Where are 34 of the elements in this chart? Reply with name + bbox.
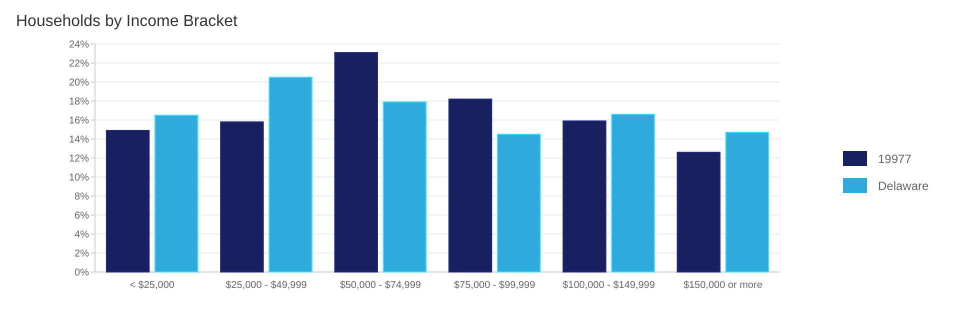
x-tick-label: $25,000 - $49,999: [226, 280, 308, 291]
bar: [497, 134, 541, 272]
y-tick-label: 8%: [74, 192, 90, 202]
bar: [562, 120, 606, 272]
y-tick-label: 10%: [68, 172, 90, 184]
x-tick-label: < $25,000: [130, 280, 175, 291]
y-tick-label: 20%: [68, 78, 90, 88]
bar: [106, 130, 150, 272]
x-tick-label: $100,000 - $149,999: [562, 280, 656, 291]
bar: [220, 121, 264, 272]
bar: [334, 52, 378, 272]
x-tick-label: $50,000 - $74,999: [340, 280, 422, 291]
bar: [676, 152, 720, 272]
y-tick-label: 18%: [68, 96, 90, 108]
legend-label: 19977: [878, 152, 912, 166]
x-tick-label: $75,000 - $99,999: [454, 280, 536, 291]
legend-label: Delaware: [878, 179, 930, 194]
y-tick-label: 12%: [68, 154, 90, 164]
y-tick-label: 0%: [74, 268, 90, 278]
bar: [448, 98, 492, 272]
y-tick-label: 16%: [68, 116, 90, 126]
y-tick-label: 2%: [74, 248, 90, 260]
chart-title: Households by Income Bracket: [16, 13, 238, 30]
bar: [382, 101, 427, 272]
y-tick-label: 22%: [68, 58, 90, 70]
y-tick-label: 24%: [68, 40, 90, 50]
y-tick-label: 14%: [68, 134, 90, 146]
y-tick-label: 4%: [74, 230, 90, 240]
bar: [725, 132, 770, 272]
bar: [268, 76, 312, 272]
bar: [154, 114, 198, 272]
y-tick-label: 6%: [74, 210, 90, 222]
bar: [611, 114, 655, 272]
x-tick-label: $150,000 or more: [683, 280, 763, 291]
